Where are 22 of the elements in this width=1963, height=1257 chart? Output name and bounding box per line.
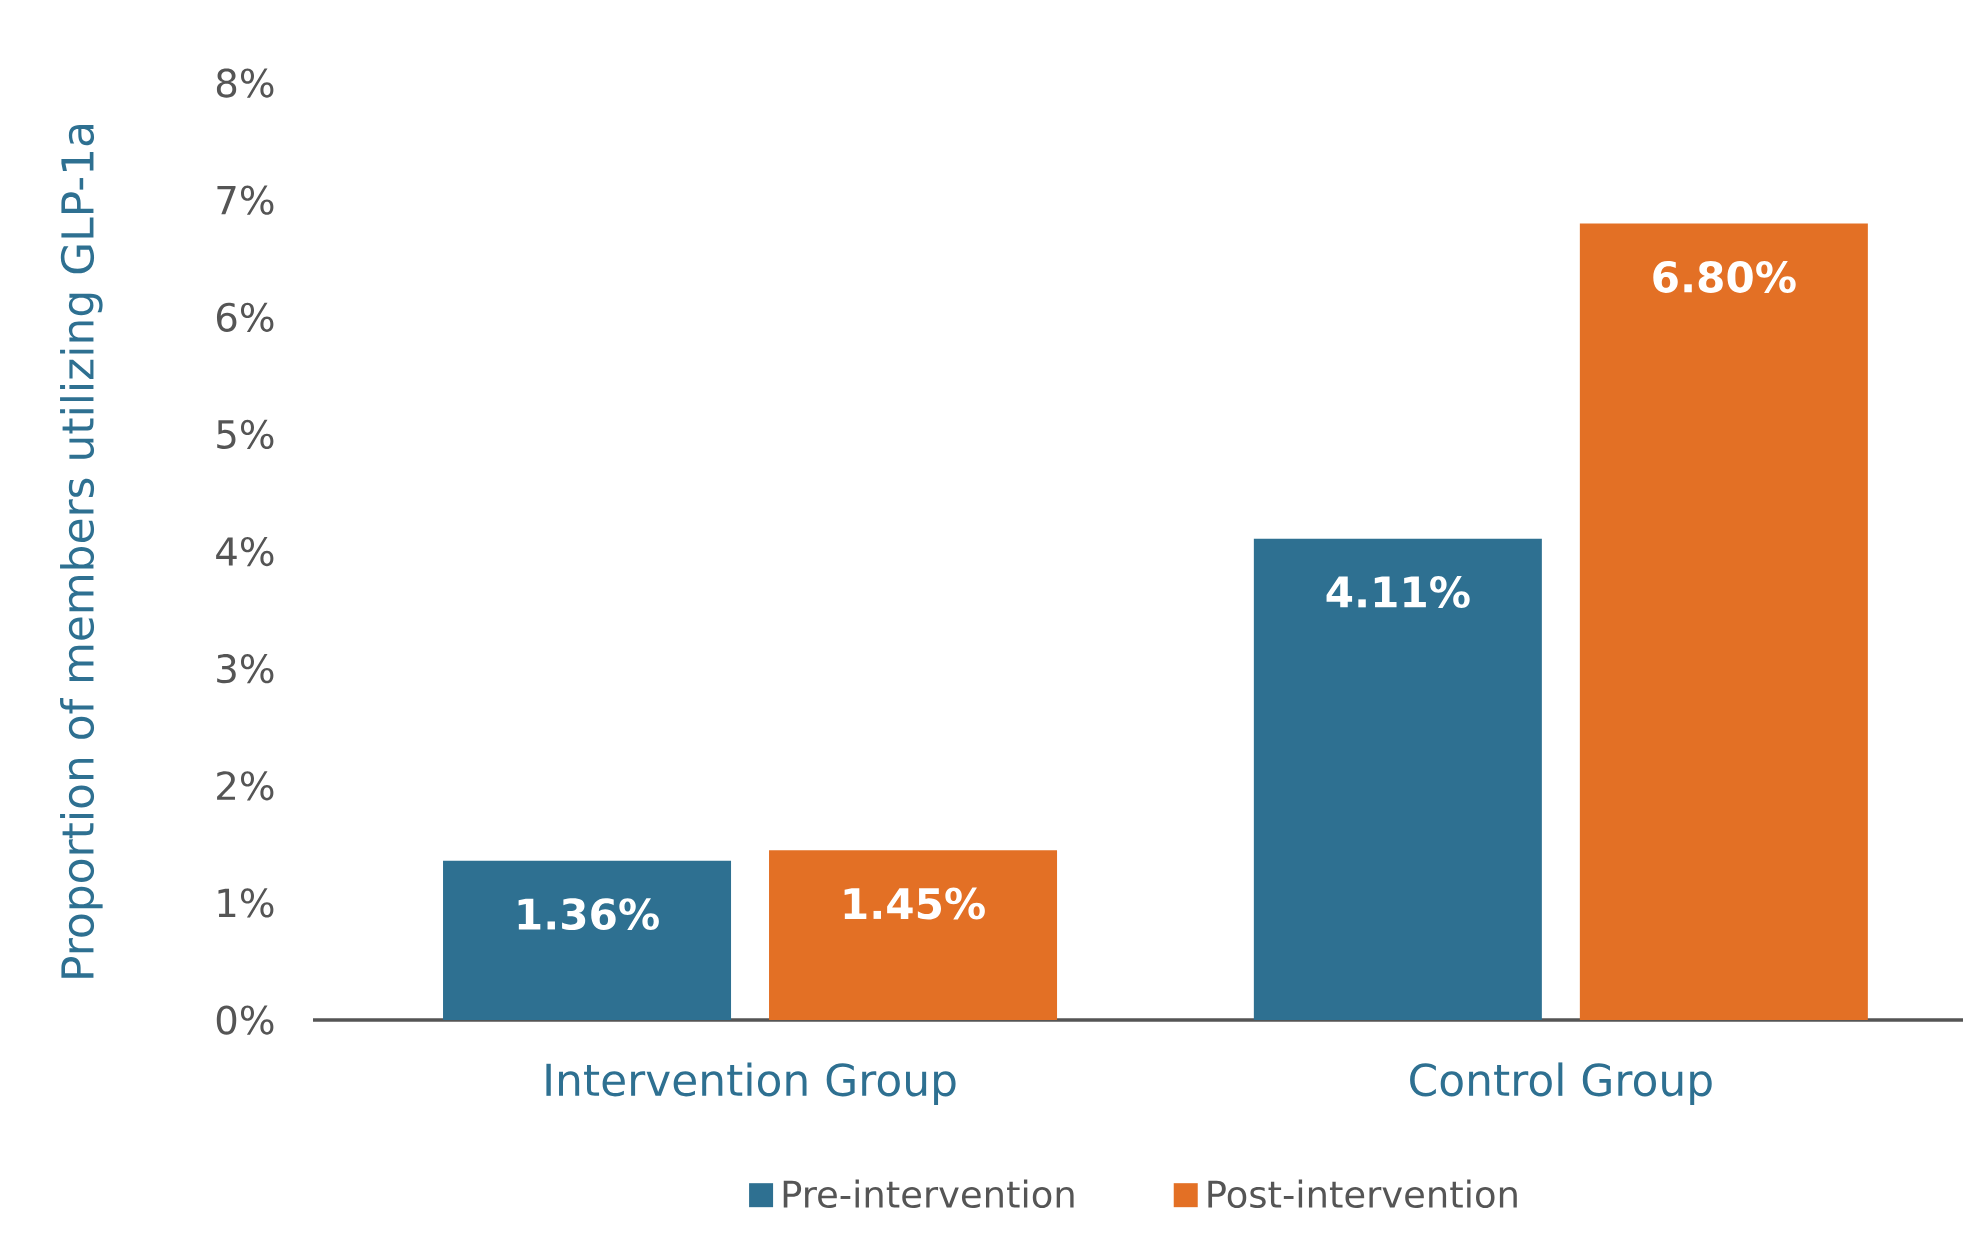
y-tick-label: 4% bbox=[216, 536, 274, 567]
bar bbox=[769, 850, 1058, 1021]
x-tick-label: Control Group bbox=[1410, 1062, 1712, 1105]
y-tick-label: 5% bbox=[217, 419, 274, 450]
y-tick-label: 0% bbox=[216, 1005, 274, 1035]
y-tick-label: 7% bbox=[217, 185, 274, 215]
y-tick-label: 2% bbox=[217, 771, 274, 801]
bar bbox=[1253, 538, 1542, 1021]
y-tick-label: 1% bbox=[218, 888, 274, 918]
y-tick-label: 8% bbox=[216, 68, 274, 98]
data-label: 1.45% bbox=[844, 887, 985, 920]
legend-label: Pre-intervention bbox=[783, 1179, 1074, 1209]
y-tick-label: 3% bbox=[217, 654, 274, 684]
legend-label: Post-intervention bbox=[1208, 1179, 1517, 1209]
bar bbox=[443, 860, 732, 1021]
data-label: 1.36% bbox=[518, 898, 659, 931]
bar bbox=[1579, 223, 1868, 1021]
data-label: 4.11% bbox=[1326, 576, 1470, 608]
y-tick-label: 6% bbox=[216, 302, 274, 332]
data-label: 6.80% bbox=[1653, 260, 1796, 293]
y-axis-title: Proportion of members utilizing GLP-1a bbox=[60, 125, 103, 978]
x-tick-label: Intervention Group bbox=[546, 1062, 956, 1105]
